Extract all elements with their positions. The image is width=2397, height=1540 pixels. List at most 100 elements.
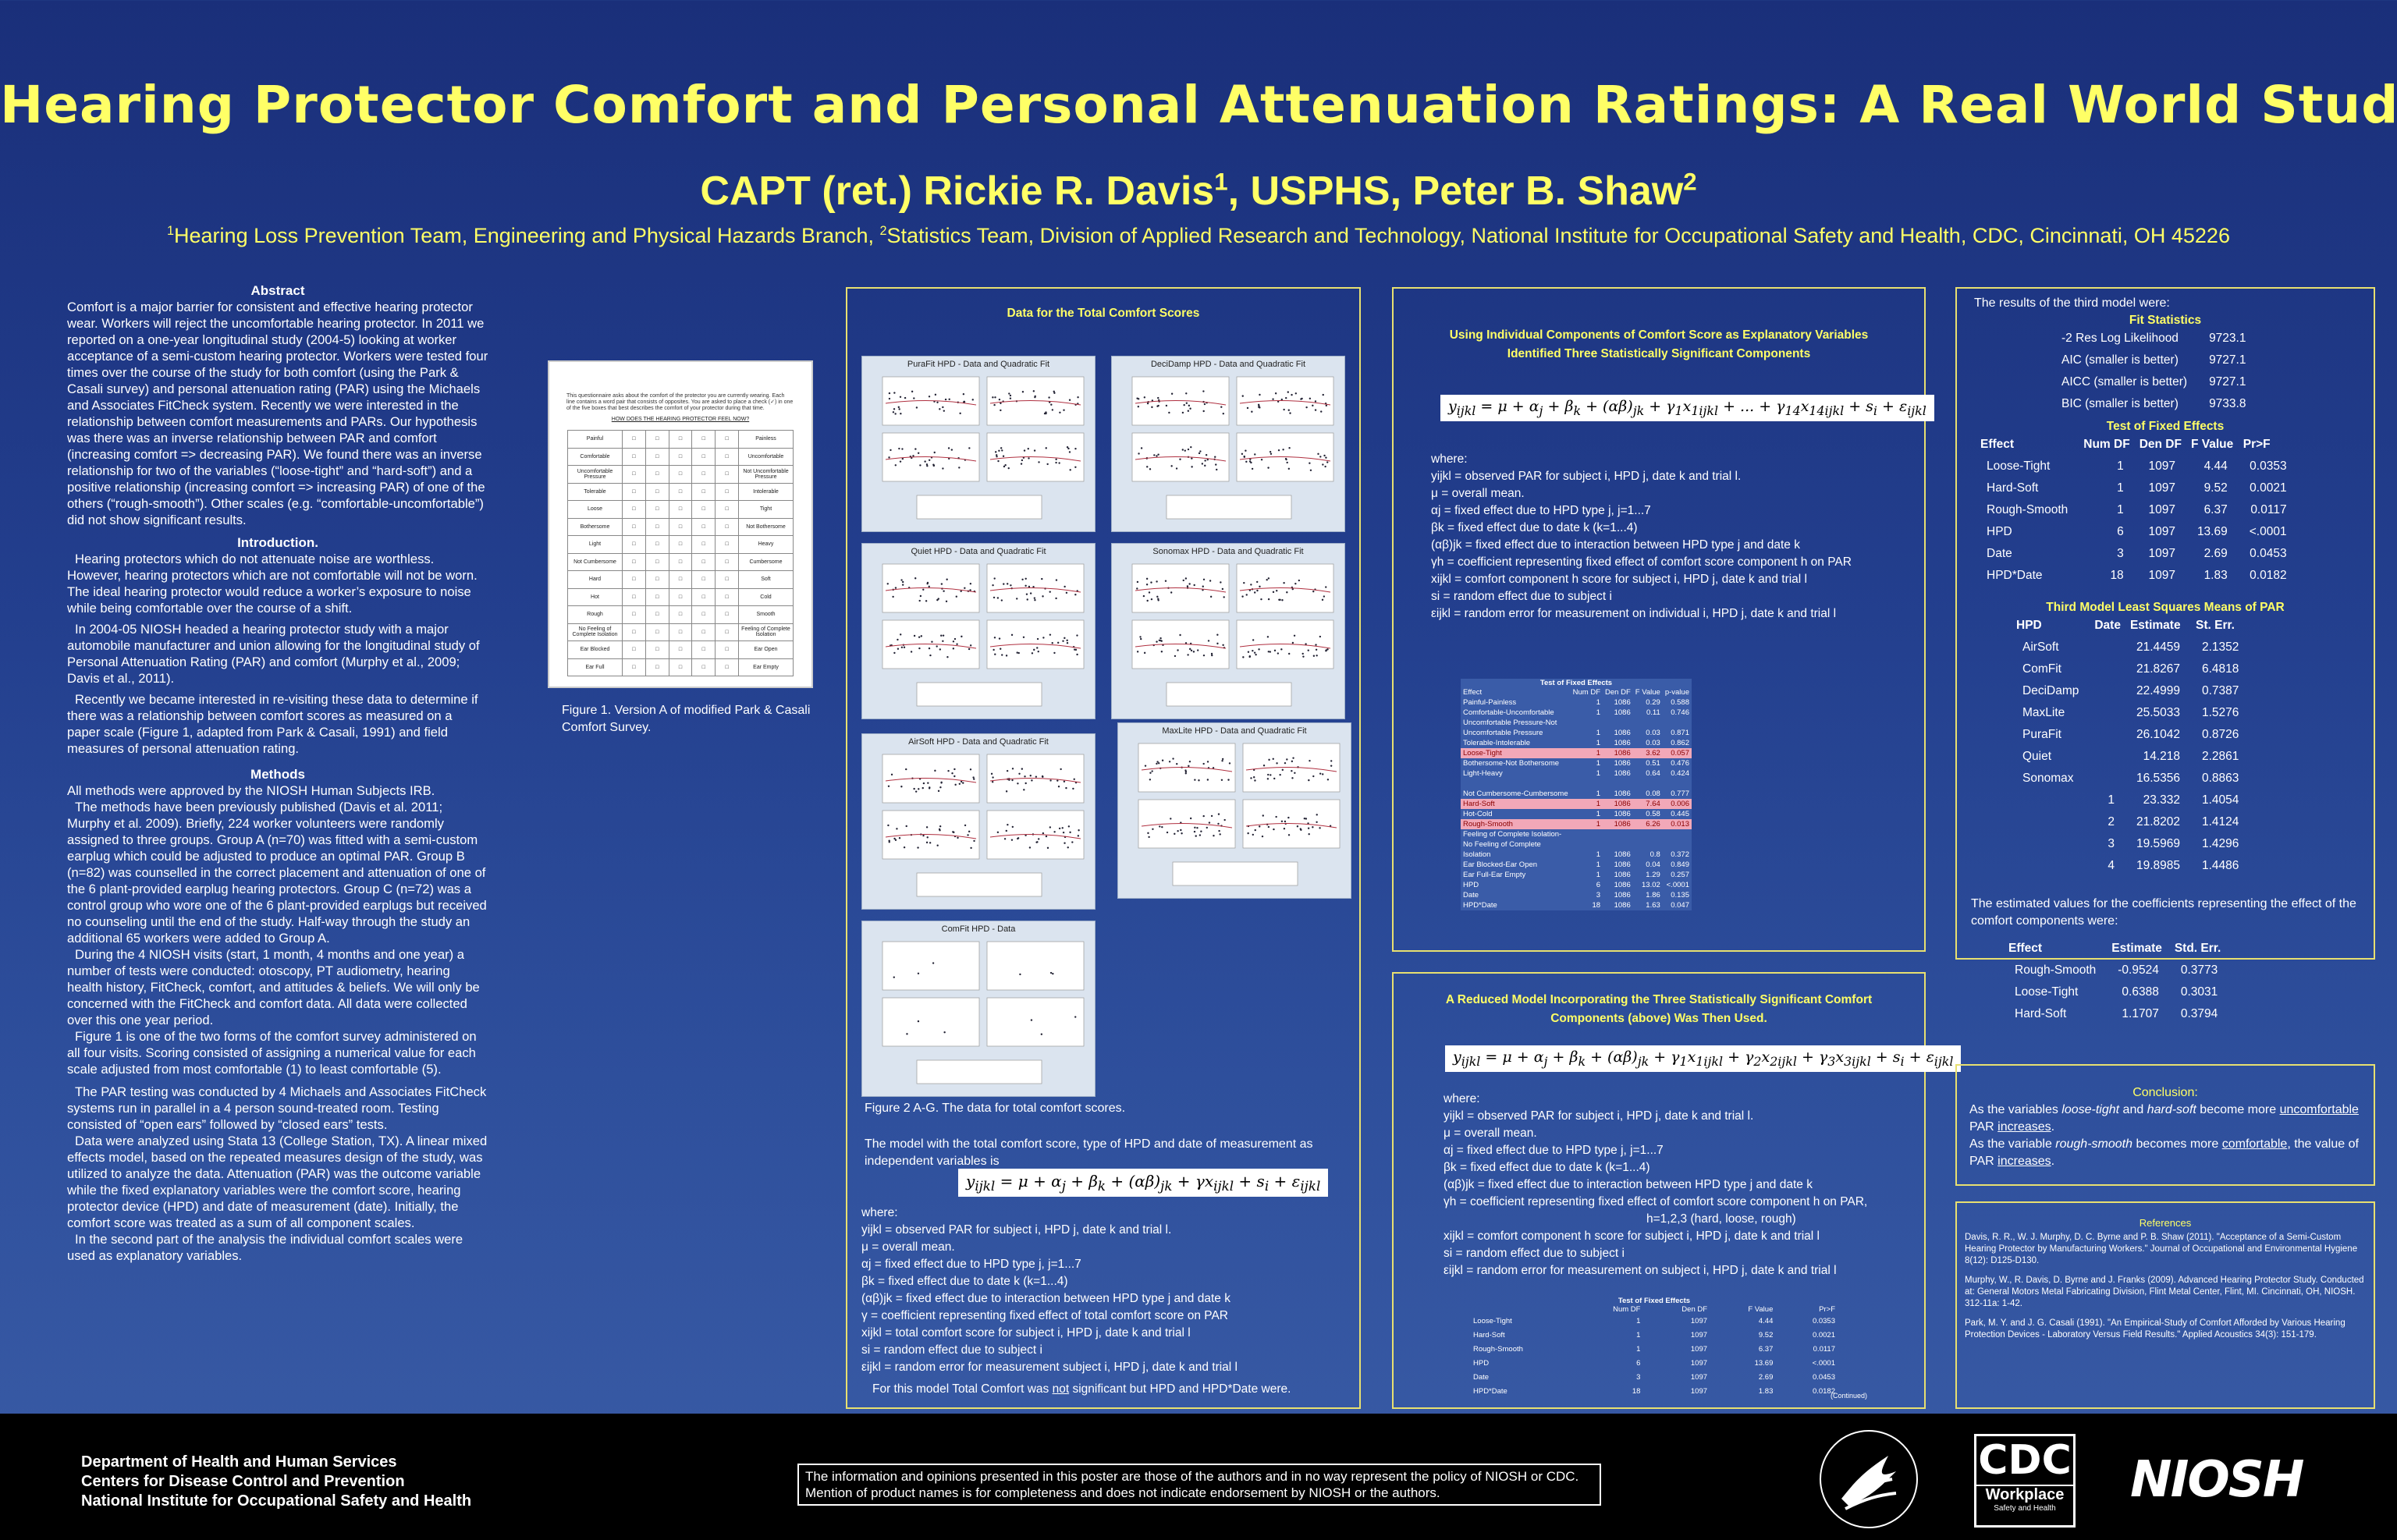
survey-checkbox[interactable]: □ (668, 517, 693, 536)
survey-checkbox[interactable]: □ (622, 500, 646, 519)
survey-checkbox[interactable]: □ (715, 552, 739, 571)
survey-checkbox[interactable]: □ (622, 447, 646, 466)
survey-checkbox[interactable]: □ (622, 640, 646, 659)
survey-checkbox[interactable]: □ (691, 517, 716, 536)
survey-checkbox[interactable]: □ (691, 465, 716, 484)
survey-checkbox[interactable]: □ (622, 482, 646, 501)
survey-checkbox[interactable]: □ (691, 447, 716, 466)
table-row: Hard-Soft 1 1097 9.52 0.0021 (1976, 477, 2298, 499)
survey-checkbox[interactable]: □ (622, 623, 646, 641)
survey-checkbox[interactable]: □ (645, 658, 669, 676)
survey-checkbox[interactable]: □ (691, 552, 716, 571)
affil-2: Statistics Team, Division of Applied Res… (886, 224, 2230, 247)
survey-checkbox[interactable]: □ (691, 430, 716, 449)
survey-checkbox[interactable]: □ (691, 570, 716, 589)
model-1-equation: yijkl = μ + αj + βk + (αβ)jk + γxijkl + … (958, 1169, 1329, 1197)
survey-checkbox[interactable]: □ (645, 605, 669, 624)
survey-checkbox[interactable]: □ (645, 587, 669, 606)
table-row: Ear Blocked-Ear Open 1 1086 0.04 0.849 (1461, 860, 1692, 870)
survey-checkbox[interactable]: □ (622, 430, 646, 449)
table-cell: 1086 (1614, 901, 1631, 910)
survey-checkbox[interactable]: □ (645, 447, 669, 466)
survey-checkbox[interactable]: □ (715, 605, 739, 624)
survey-checkbox[interactable]: □ (622, 552, 646, 571)
survey-checkbox[interactable]: □ (645, 517, 669, 536)
survey-checkbox[interactable]: □ (668, 552, 693, 571)
survey-checkbox[interactable]: □ (645, 465, 669, 484)
survey-checkbox[interactable]: □ (668, 482, 693, 501)
survey-checkbox[interactable]: □ (645, 500, 669, 519)
survey-checkbox[interactable]: □ (668, 535, 693, 554)
table-cell: 0.3794 (2180, 1007, 2218, 1020)
survey-checkbox[interactable]: □ (668, 658, 693, 676)
survey-checkbox[interactable]: □ (622, 658, 646, 676)
model-3-def-list: yijkl = observed PAR for subject i, HPD … (1444, 1108, 1912, 1279)
table-cell: 0.476 (1671, 759, 1689, 768)
survey-checkbox[interactable]: □ (715, 623, 739, 641)
survey-row: Rough □ □ □ □ □ Smooth (567, 605, 794, 624)
survey-checkbox[interactable]: □ (645, 482, 669, 501)
dept-cdc: Centers for Disease Control and Preventi… (81, 1473, 405, 1490)
dept-niosh: National Institute for Occupational Safe… (81, 1492, 472, 1510)
survey-checkbox[interactable]: □ (715, 535, 739, 554)
table-cell: 1097 (2148, 569, 2175, 582)
survey-checkbox[interactable]: □ (691, 535, 716, 554)
table-cell: Rough-Smooth (1473, 1344, 1523, 1354)
table-header-cell: Pr>F (2243, 438, 2271, 451)
survey-checkbox[interactable]: □ (622, 535, 646, 554)
model-3-definitions: where: yijkl = observed PAR for subject … (1444, 1091, 1912, 1279)
table-cell (2012, 855, 2090, 877)
survey-checkbox[interactable]: □ (715, 430, 739, 449)
table-row: Light-Heavy 1 1086 0.64 0.424 (1461, 768, 1692, 779)
survey-checkbox[interactable]: □ (622, 517, 646, 536)
survey-checkbox[interactable]: □ (715, 570, 739, 589)
survey-row: Hot □ □ □ □ □ Cold (567, 587, 794, 606)
survey-checkbox[interactable]: □ (715, 447, 739, 466)
survey-checkbox[interactable]: □ (645, 552, 669, 571)
survey-checkbox[interactable]: □ (715, 658, 739, 676)
survey-checkbox[interactable]: □ (668, 570, 693, 589)
survey-checkbox[interactable]: □ (645, 640, 669, 659)
survey-checkbox[interactable]: □ (691, 587, 716, 606)
survey-checkbox[interactable]: □ (691, 482, 716, 501)
survey-checkbox[interactable]: □ (668, 500, 693, 519)
survey-checkbox[interactable]: □ (622, 465, 646, 484)
survey-checkbox[interactable]: □ (645, 535, 669, 554)
survey-checkbox[interactable]: □ (668, 605, 693, 624)
survey-checkbox[interactable]: □ (691, 623, 716, 641)
definition-line: h=1,2,3 (hard, loose, rough) (1646, 1212, 1796, 1226)
survey-checkbox[interactable]: □ (691, 605, 716, 624)
table-cell: 19.8985 (2136, 859, 2180, 872)
survey-checkbox[interactable]: □ (691, 500, 716, 519)
survey-checkbox[interactable]: □ (668, 447, 693, 466)
survey-checkbox[interactable]: □ (622, 605, 646, 624)
survey-checkbox[interactable]: □ (715, 482, 739, 501)
survey-checkbox[interactable]: □ (715, 500, 739, 519)
survey-heading: HOW DOES THE HEARING PROTECTOR FEEL NOW? (611, 417, 750, 422)
survey-checkbox[interactable]: □ (668, 430, 693, 449)
survey-checkbox[interactable]: □ (715, 517, 739, 536)
survey-checkbox[interactable]: □ (668, 640, 693, 659)
survey-checkbox[interactable]: □ (645, 623, 669, 641)
survey-checkbox[interactable]: □ (645, 430, 669, 449)
cdc-logo-workplace: Workplace (1976, 1485, 2073, 1504)
survey-checkbox[interactable]: □ (691, 658, 716, 676)
survey-checkbox[interactable]: □ (668, 587, 693, 606)
survey-checkbox[interactable]: □ (645, 570, 669, 589)
table-cell: 13.69 (2196, 525, 2228, 538)
table-header-cell: Num DF (1613, 1305, 1641, 1314)
survey-checkbox[interactable]: □ (668, 465, 693, 484)
hpd-plot: DeciDamp HPD - Data and Quadratic Fit (1111, 356, 1345, 532)
table-cell: 0.006 (1662, 799, 1692, 809)
table-cell: 1 (1570, 819, 1603, 829)
survey-checkbox[interactable]: □ (691, 640, 716, 659)
survey-checkbox[interactable]: □ (715, 640, 739, 659)
hhs-eagle-icon (1820, 1430, 1918, 1528)
survey-checkbox[interactable]: □ (715, 587, 739, 606)
survey-checkbox[interactable]: □ (668, 623, 693, 641)
table-cell: 6 (1596, 881, 1601, 889)
survey-checkbox[interactable]: □ (622, 570, 646, 589)
table-cell: 1097 (1690, 1344, 1708, 1354)
survey-checkbox[interactable]: □ (715, 465, 739, 484)
survey-checkbox[interactable]: □ (622, 587, 646, 606)
